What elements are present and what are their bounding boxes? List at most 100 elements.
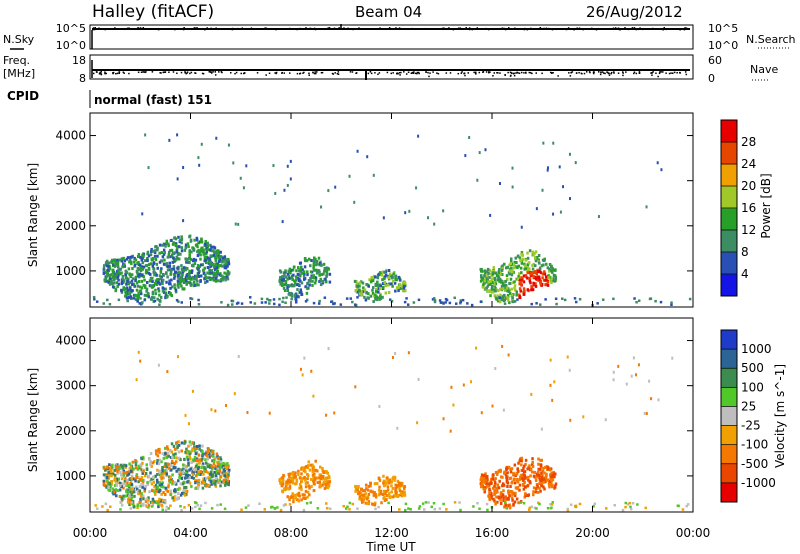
nave-point xyxy=(390,72,393,75)
data-cell xyxy=(526,263,530,267)
data-cell xyxy=(507,491,511,495)
data-cell xyxy=(210,470,213,474)
colorbar-tick-label: 500 xyxy=(741,361,764,375)
data-cell xyxy=(326,476,329,480)
data-cell xyxy=(526,276,529,280)
data-cell xyxy=(140,286,144,290)
nave-point xyxy=(100,72,102,75)
data-cell xyxy=(298,277,301,281)
data-cell xyxy=(213,458,216,462)
data-cell xyxy=(486,274,489,278)
data-cell xyxy=(309,463,313,467)
data-cell xyxy=(163,446,167,450)
data-cell xyxy=(192,476,196,480)
data-cell xyxy=(191,275,195,279)
nsky-tick-bottom: 10^0 xyxy=(56,39,86,52)
data-cell xyxy=(157,502,160,506)
data-cell xyxy=(502,496,506,500)
data-cell xyxy=(327,474,331,478)
data-cell xyxy=(396,479,400,483)
nave-point xyxy=(142,71,144,73)
data-cell xyxy=(185,260,188,264)
data-cell xyxy=(496,490,499,494)
data-cell xyxy=(371,288,374,292)
data-cell xyxy=(158,481,161,485)
nsearch-point xyxy=(582,28,584,31)
data-cell xyxy=(320,273,324,277)
data-cell xyxy=(518,483,522,487)
data-cell xyxy=(306,466,310,470)
nave-point xyxy=(160,72,162,74)
data-cell xyxy=(139,297,142,300)
data-cell xyxy=(321,466,324,470)
data-cell xyxy=(290,495,294,499)
data-cell xyxy=(488,276,491,280)
data-cell xyxy=(298,483,302,487)
data-cell xyxy=(513,500,517,504)
data-cell xyxy=(217,256,220,260)
data-cell xyxy=(136,284,140,288)
data-cell xyxy=(158,469,161,473)
data-cell xyxy=(211,262,215,266)
data-cell xyxy=(516,477,519,481)
data-cell xyxy=(367,492,371,496)
data-cell xyxy=(197,268,200,272)
data-cell xyxy=(164,493,167,497)
nsearch-point xyxy=(301,28,303,30)
x-tick-label: 08:00 xyxy=(274,526,309,540)
data-cell xyxy=(232,161,235,165)
data-cell xyxy=(295,269,298,273)
data-cell xyxy=(318,465,322,469)
nave-point xyxy=(334,72,336,74)
nsearch-point xyxy=(529,27,532,30)
data-cell xyxy=(154,245,157,249)
data-cell xyxy=(218,478,222,482)
nave-point xyxy=(662,71,664,73)
data-cell xyxy=(182,269,185,273)
data-cell xyxy=(145,294,149,298)
data-cell xyxy=(495,495,498,499)
nsearch-point xyxy=(488,28,490,30)
data-cell xyxy=(531,463,534,467)
data-cell xyxy=(223,462,226,466)
data-cell xyxy=(184,473,188,477)
data-cell xyxy=(164,291,168,295)
data-cell xyxy=(552,212,555,216)
data-cell xyxy=(231,299,235,303)
data-cell xyxy=(228,271,231,275)
data-cell xyxy=(358,495,362,499)
data-cell xyxy=(173,276,176,280)
data-cell xyxy=(522,470,526,474)
data-cell xyxy=(517,501,520,505)
data-cell xyxy=(167,485,170,489)
data-cell xyxy=(104,277,108,281)
data-cell xyxy=(208,268,211,272)
data-cell xyxy=(111,491,115,495)
data-cell xyxy=(140,279,144,283)
data-cell xyxy=(144,474,147,478)
data-cell xyxy=(171,260,175,264)
data-cell xyxy=(540,484,543,488)
data-cell xyxy=(118,272,122,276)
data-cell xyxy=(173,494,177,498)
data-cell xyxy=(206,244,210,248)
data-cell xyxy=(289,159,292,163)
data-cell xyxy=(418,505,422,508)
data-cell xyxy=(214,466,217,470)
data-cell xyxy=(290,297,293,301)
data-cell xyxy=(272,298,276,301)
data-cell xyxy=(318,482,322,486)
data-cell xyxy=(378,297,381,301)
data-cell xyxy=(145,463,148,467)
nsearch-point xyxy=(546,28,548,30)
data-cell xyxy=(208,452,211,456)
data-cell xyxy=(219,460,222,464)
colorbar-tick-label: 100 xyxy=(741,380,764,394)
nave-point xyxy=(604,72,606,75)
data-cell xyxy=(501,273,504,277)
nave-point xyxy=(592,72,595,75)
data-cell xyxy=(212,462,216,466)
data-cell xyxy=(365,282,368,286)
data-cell xyxy=(127,282,130,286)
data-cell xyxy=(188,256,191,260)
